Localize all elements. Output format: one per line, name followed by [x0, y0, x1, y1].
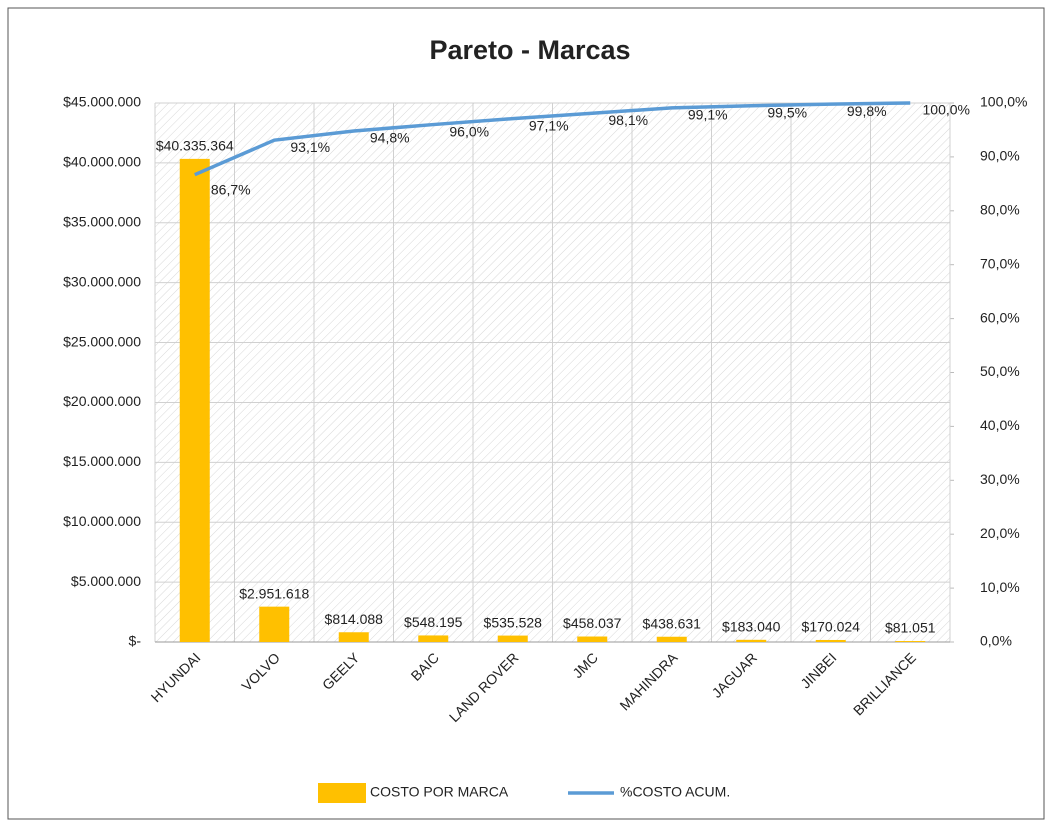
y-tick-label: $- [129, 633, 142, 649]
y-tick-label: $20.000.000 [63, 393, 141, 409]
legend-swatch [318, 783, 366, 803]
bar [577, 636, 608, 642]
bar [656, 636, 687, 642]
y-tick-label: $35.000.000 [63, 213, 141, 229]
y-tick-label: $5.000.000 [71, 573, 141, 589]
data-label: 93,1% [290, 139, 330, 155]
bar [418, 635, 449, 642]
data-label: 100,0% [923, 102, 970, 118]
bar [497, 635, 528, 642]
y2-tick-label: 100,0% [980, 94, 1027, 110]
y2-tick-label: 30,0% [980, 471, 1020, 487]
data-label: 99,8% [847, 103, 887, 119]
bar [895, 641, 926, 642]
data-label: $438.631 [643, 615, 702, 631]
y2-tick-label: 50,0% [980, 363, 1020, 379]
data-label: $40.335.364 [156, 138, 234, 154]
data-label: 86,7% [211, 181, 251, 197]
y-tick-label: $15.000.000 [63, 453, 141, 469]
bar [179, 158, 210, 642]
y2-tick-label: 80,0% [980, 202, 1020, 218]
y-tick-label: $40.000.000 [63, 154, 141, 170]
data-label: $2.951.618 [239, 585, 309, 601]
bar [338, 632, 369, 642]
y-tick-label: $10.000.000 [63, 513, 141, 529]
data-label: 94,8% [370, 130, 410, 146]
bar [259, 606, 290, 642]
data-label: $458.037 [563, 615, 622, 631]
bar [736, 639, 767, 642]
y2-tick-label: 40,0% [980, 417, 1020, 433]
y2-tick-label: 0,0% [980, 633, 1012, 649]
y2-tick-label: 20,0% [980, 525, 1020, 541]
y2-tick-label: 60,0% [980, 309, 1020, 325]
data-label: $535.528 [484, 614, 543, 630]
legend-label: %COSTO ACUM. [620, 784, 730, 800]
y2-tick-label: 90,0% [980, 148, 1020, 164]
data-label: 96,0% [449, 123, 489, 139]
data-label: $814.088 [325, 611, 384, 627]
y-tick-label: $30.000.000 [63, 273, 141, 289]
data-label: $81.051 [885, 620, 936, 636]
legend-label: COSTO POR MARCA [370, 784, 509, 800]
data-label: 97,1% [529, 117, 569, 133]
y2-tick-label: 10,0% [980, 579, 1020, 595]
data-label: 99,1% [688, 107, 728, 123]
data-label: 99,5% [767, 104, 807, 120]
data-label: 98,1% [608, 112, 648, 128]
data-label: $183.040 [722, 619, 781, 635]
bar [815, 639, 846, 642]
y2-tick-label: 70,0% [980, 255, 1020, 271]
y-tick-label: $45.000.000 [63, 94, 141, 110]
y-tick-label: $25.000.000 [63, 333, 141, 349]
chart-title: Pareto - Marcas [429, 35, 630, 65]
data-label: $170.024 [802, 619, 861, 635]
data-label: $548.195 [404, 614, 463, 630]
line [194, 101, 911, 177]
